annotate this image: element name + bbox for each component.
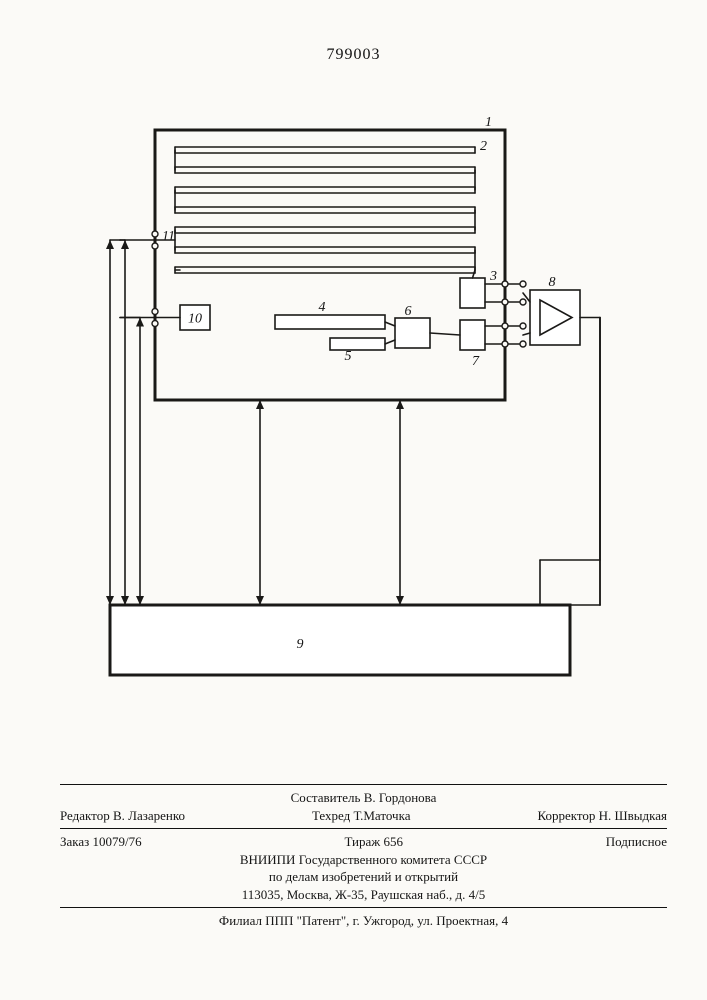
- circuit-diagram: 1211104563789: [0, 0, 707, 760]
- svg-text:11: 11: [162, 229, 175, 244]
- org-line-1: ВНИИПИ Государственного комитета СССР: [60, 851, 667, 869]
- svg-text:8: 8: [549, 275, 556, 290]
- subscription-label: Подписное: [606, 833, 667, 851]
- editor-label: Редактор: [60, 808, 110, 823]
- editor-name: В. Лазаренко: [113, 808, 185, 823]
- svg-text:1: 1: [485, 115, 492, 130]
- svg-text:5: 5: [345, 349, 352, 364]
- footer-block: Составитель В. Гордонова Редактор В. Лаз…: [60, 780, 667, 930]
- svg-text:3: 3: [489, 269, 497, 284]
- author-name: В. Гордонова: [364, 790, 437, 805]
- svg-text:4: 4: [319, 300, 326, 315]
- corrector-name: Н. Швыдкая: [599, 808, 667, 823]
- corrector-label: Корректор: [537, 808, 595, 823]
- svg-text:9: 9: [297, 637, 304, 652]
- svg-text:10: 10: [188, 312, 202, 327]
- techred-name: Т.Маточка: [353, 808, 410, 823]
- svg-text:2: 2: [480, 139, 487, 154]
- author-label: Составитель: [291, 790, 361, 805]
- branch-line: Филиал ППП "Патент", г. Ужгород, ул. Про…: [60, 912, 667, 930]
- tiraj-label: Тираж 656: [344, 833, 403, 851]
- org-line-2: по делам изобретений и открытий: [60, 868, 667, 886]
- techred-label: Техред: [312, 808, 350, 823]
- order-label: Заказ 10079/76: [60, 833, 142, 851]
- svg-text:7: 7: [472, 354, 480, 369]
- svg-text:6: 6: [405, 304, 412, 319]
- org-line-3: 113035, Москва, Ж-35, Раушская наб., д. …: [60, 886, 667, 904]
